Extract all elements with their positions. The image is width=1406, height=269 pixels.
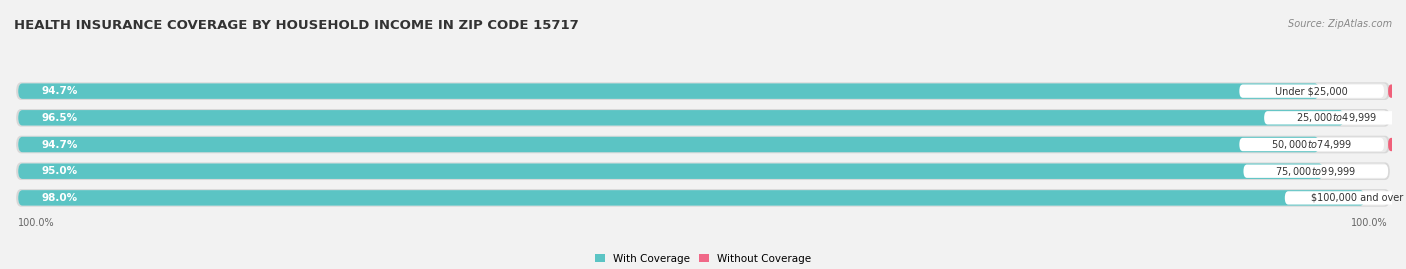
Text: 94.7%: 94.7% <box>42 140 77 150</box>
FancyBboxPatch shape <box>18 110 1344 126</box>
FancyBboxPatch shape <box>18 137 1388 152</box>
FancyBboxPatch shape <box>15 189 1391 207</box>
FancyBboxPatch shape <box>1285 191 1406 204</box>
FancyBboxPatch shape <box>18 190 1388 206</box>
FancyBboxPatch shape <box>1264 111 1406 125</box>
Text: $75,000 to $99,999: $75,000 to $99,999 <box>1275 165 1357 178</box>
Text: Under $25,000: Under $25,000 <box>1275 86 1348 96</box>
FancyBboxPatch shape <box>15 109 1391 127</box>
FancyBboxPatch shape <box>15 162 1391 180</box>
Legend: With Coverage, Without Coverage: With Coverage, Without Coverage <box>595 254 811 264</box>
FancyBboxPatch shape <box>1239 84 1384 98</box>
Text: HEALTH INSURANCE COVERAGE BY HOUSEHOLD INCOME IN ZIP CODE 15717: HEALTH INSURANCE COVERAGE BY HOUSEHOLD I… <box>14 19 579 32</box>
Text: $25,000 to $49,999: $25,000 to $49,999 <box>1296 111 1376 124</box>
FancyBboxPatch shape <box>15 82 1391 100</box>
FancyBboxPatch shape <box>1388 84 1406 98</box>
FancyBboxPatch shape <box>18 190 1364 206</box>
Text: $50,000 to $74,999: $50,000 to $74,999 <box>1271 138 1353 151</box>
FancyBboxPatch shape <box>18 110 1388 126</box>
Text: $100,000 and over: $100,000 and over <box>1310 193 1403 203</box>
FancyBboxPatch shape <box>15 136 1391 153</box>
FancyBboxPatch shape <box>1392 165 1406 178</box>
FancyBboxPatch shape <box>1388 138 1406 151</box>
Text: 95.0%: 95.0% <box>42 166 77 176</box>
Text: Source: ZipAtlas.com: Source: ZipAtlas.com <box>1288 19 1392 29</box>
FancyBboxPatch shape <box>18 83 1388 99</box>
FancyBboxPatch shape <box>18 164 1388 179</box>
FancyBboxPatch shape <box>18 83 1319 99</box>
Text: 98.0%: 98.0% <box>42 193 77 203</box>
Text: 100.0%: 100.0% <box>18 218 55 228</box>
FancyBboxPatch shape <box>1243 165 1388 178</box>
FancyBboxPatch shape <box>1239 138 1384 151</box>
Text: 96.5%: 96.5% <box>42 113 77 123</box>
Text: 100.0%: 100.0% <box>1351 218 1388 228</box>
FancyBboxPatch shape <box>18 164 1323 179</box>
FancyBboxPatch shape <box>18 137 1319 152</box>
Text: 94.7%: 94.7% <box>42 86 77 96</box>
